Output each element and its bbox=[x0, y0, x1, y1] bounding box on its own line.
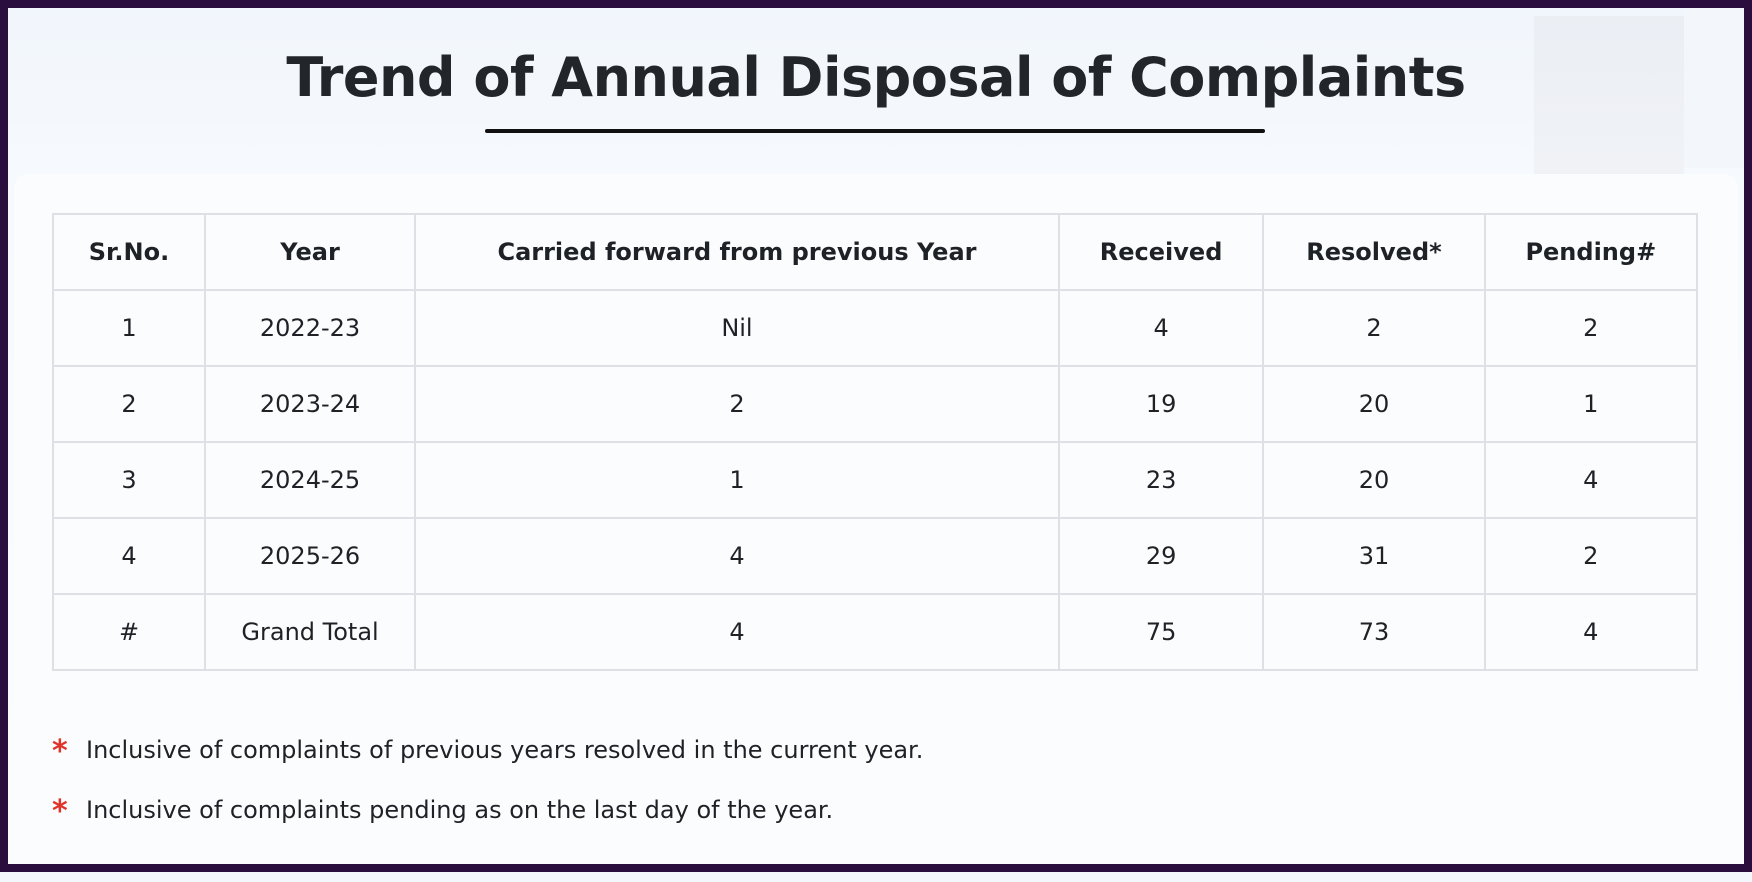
cell-sr-no: 4 bbox=[52, 517, 206, 595]
cell-received: 19 bbox=[1057, 365, 1265, 443]
asterisk-icon: * bbox=[52, 794, 68, 829]
cell-resolved: 73 bbox=[1262, 593, 1486, 671]
table-header-row: Sr.No. Year Carried forward from previou… bbox=[52, 213, 1699, 291]
header-received: Received bbox=[1057, 213, 1265, 291]
cell-resolved: 2 bbox=[1262, 289, 1486, 367]
header-sr-no: Sr.No. bbox=[52, 213, 206, 291]
asterisk-icon: * bbox=[52, 734, 68, 769]
cell-carried-forward: 2 bbox=[414, 365, 1060, 443]
cell-received: 23 bbox=[1057, 441, 1265, 519]
cell-pending: 2 bbox=[1483, 517, 1699, 595]
table-row: 1 2022-23 Nil 4 2 2 bbox=[52, 289, 1699, 367]
cell-year: 2023-24 bbox=[203, 365, 417, 443]
cell-pending: 4 bbox=[1483, 593, 1699, 671]
cell-received: 29 bbox=[1057, 517, 1265, 595]
table-row: 4 2025-26 4 29 31 2 bbox=[52, 517, 1699, 595]
cell-received: 75 bbox=[1057, 593, 1265, 671]
cell-resolved: 31 bbox=[1262, 517, 1486, 595]
footnote-text: Inclusive of complaints of previous year… bbox=[86, 736, 924, 764]
footnotes: * Inclusive of complaints of previous ye… bbox=[52, 730, 923, 850]
cell-year: 2022-23 bbox=[203, 289, 417, 367]
cell-carried-forward: 4 bbox=[414, 517, 1060, 595]
cell-pending: 1 bbox=[1483, 365, 1699, 443]
table-row-grand-total: # Grand Total 4 75 73 4 bbox=[52, 593, 1699, 671]
complaints-table: Sr.No. Year Carried forward from previou… bbox=[52, 213, 1699, 671]
cell-resolved: 20 bbox=[1262, 365, 1486, 443]
cell-pending: 4 bbox=[1483, 441, 1699, 519]
cell-year: Grand Total bbox=[203, 593, 417, 671]
cell-sr-no: 2 bbox=[52, 365, 206, 443]
header-resolved: Resolved* bbox=[1262, 213, 1486, 291]
cell-sr-no: # bbox=[52, 593, 206, 671]
cell-year: 2025-26 bbox=[203, 517, 417, 595]
footnote-resolved: * Inclusive of complaints of previous ye… bbox=[52, 730, 923, 770]
header-pending: Pending# bbox=[1483, 213, 1699, 291]
table-row: 2 2023-24 2 19 20 1 bbox=[52, 365, 1699, 443]
cell-sr-no: 1 bbox=[52, 289, 206, 367]
cell-sr-no: 3 bbox=[52, 441, 206, 519]
header-year: Year bbox=[203, 213, 417, 291]
cell-carried-forward: 4 bbox=[414, 593, 1060, 671]
cell-carried-forward: Nil bbox=[414, 289, 1060, 367]
decorative-panel bbox=[1684, 8, 1744, 168]
cell-pending: 2 bbox=[1483, 289, 1699, 367]
footnote-pending: * Inclusive of complaints pending as on … bbox=[52, 790, 923, 830]
cell-received: 4 bbox=[1057, 289, 1265, 367]
footnote-text: Inclusive of complaints pending as on th… bbox=[86, 796, 834, 824]
table-row: 3 2024-25 1 23 20 4 bbox=[52, 441, 1699, 519]
page-title: Trend of Annual Disposal of Complaints bbox=[286, 46, 1466, 109]
cell-year: 2024-25 bbox=[203, 441, 417, 519]
title-underline bbox=[485, 129, 1265, 133]
cell-resolved: 20 bbox=[1262, 441, 1486, 519]
cell-carried-forward: 1 bbox=[414, 441, 1060, 519]
header-carried-forward: Carried forward from previous Year bbox=[414, 213, 1060, 291]
